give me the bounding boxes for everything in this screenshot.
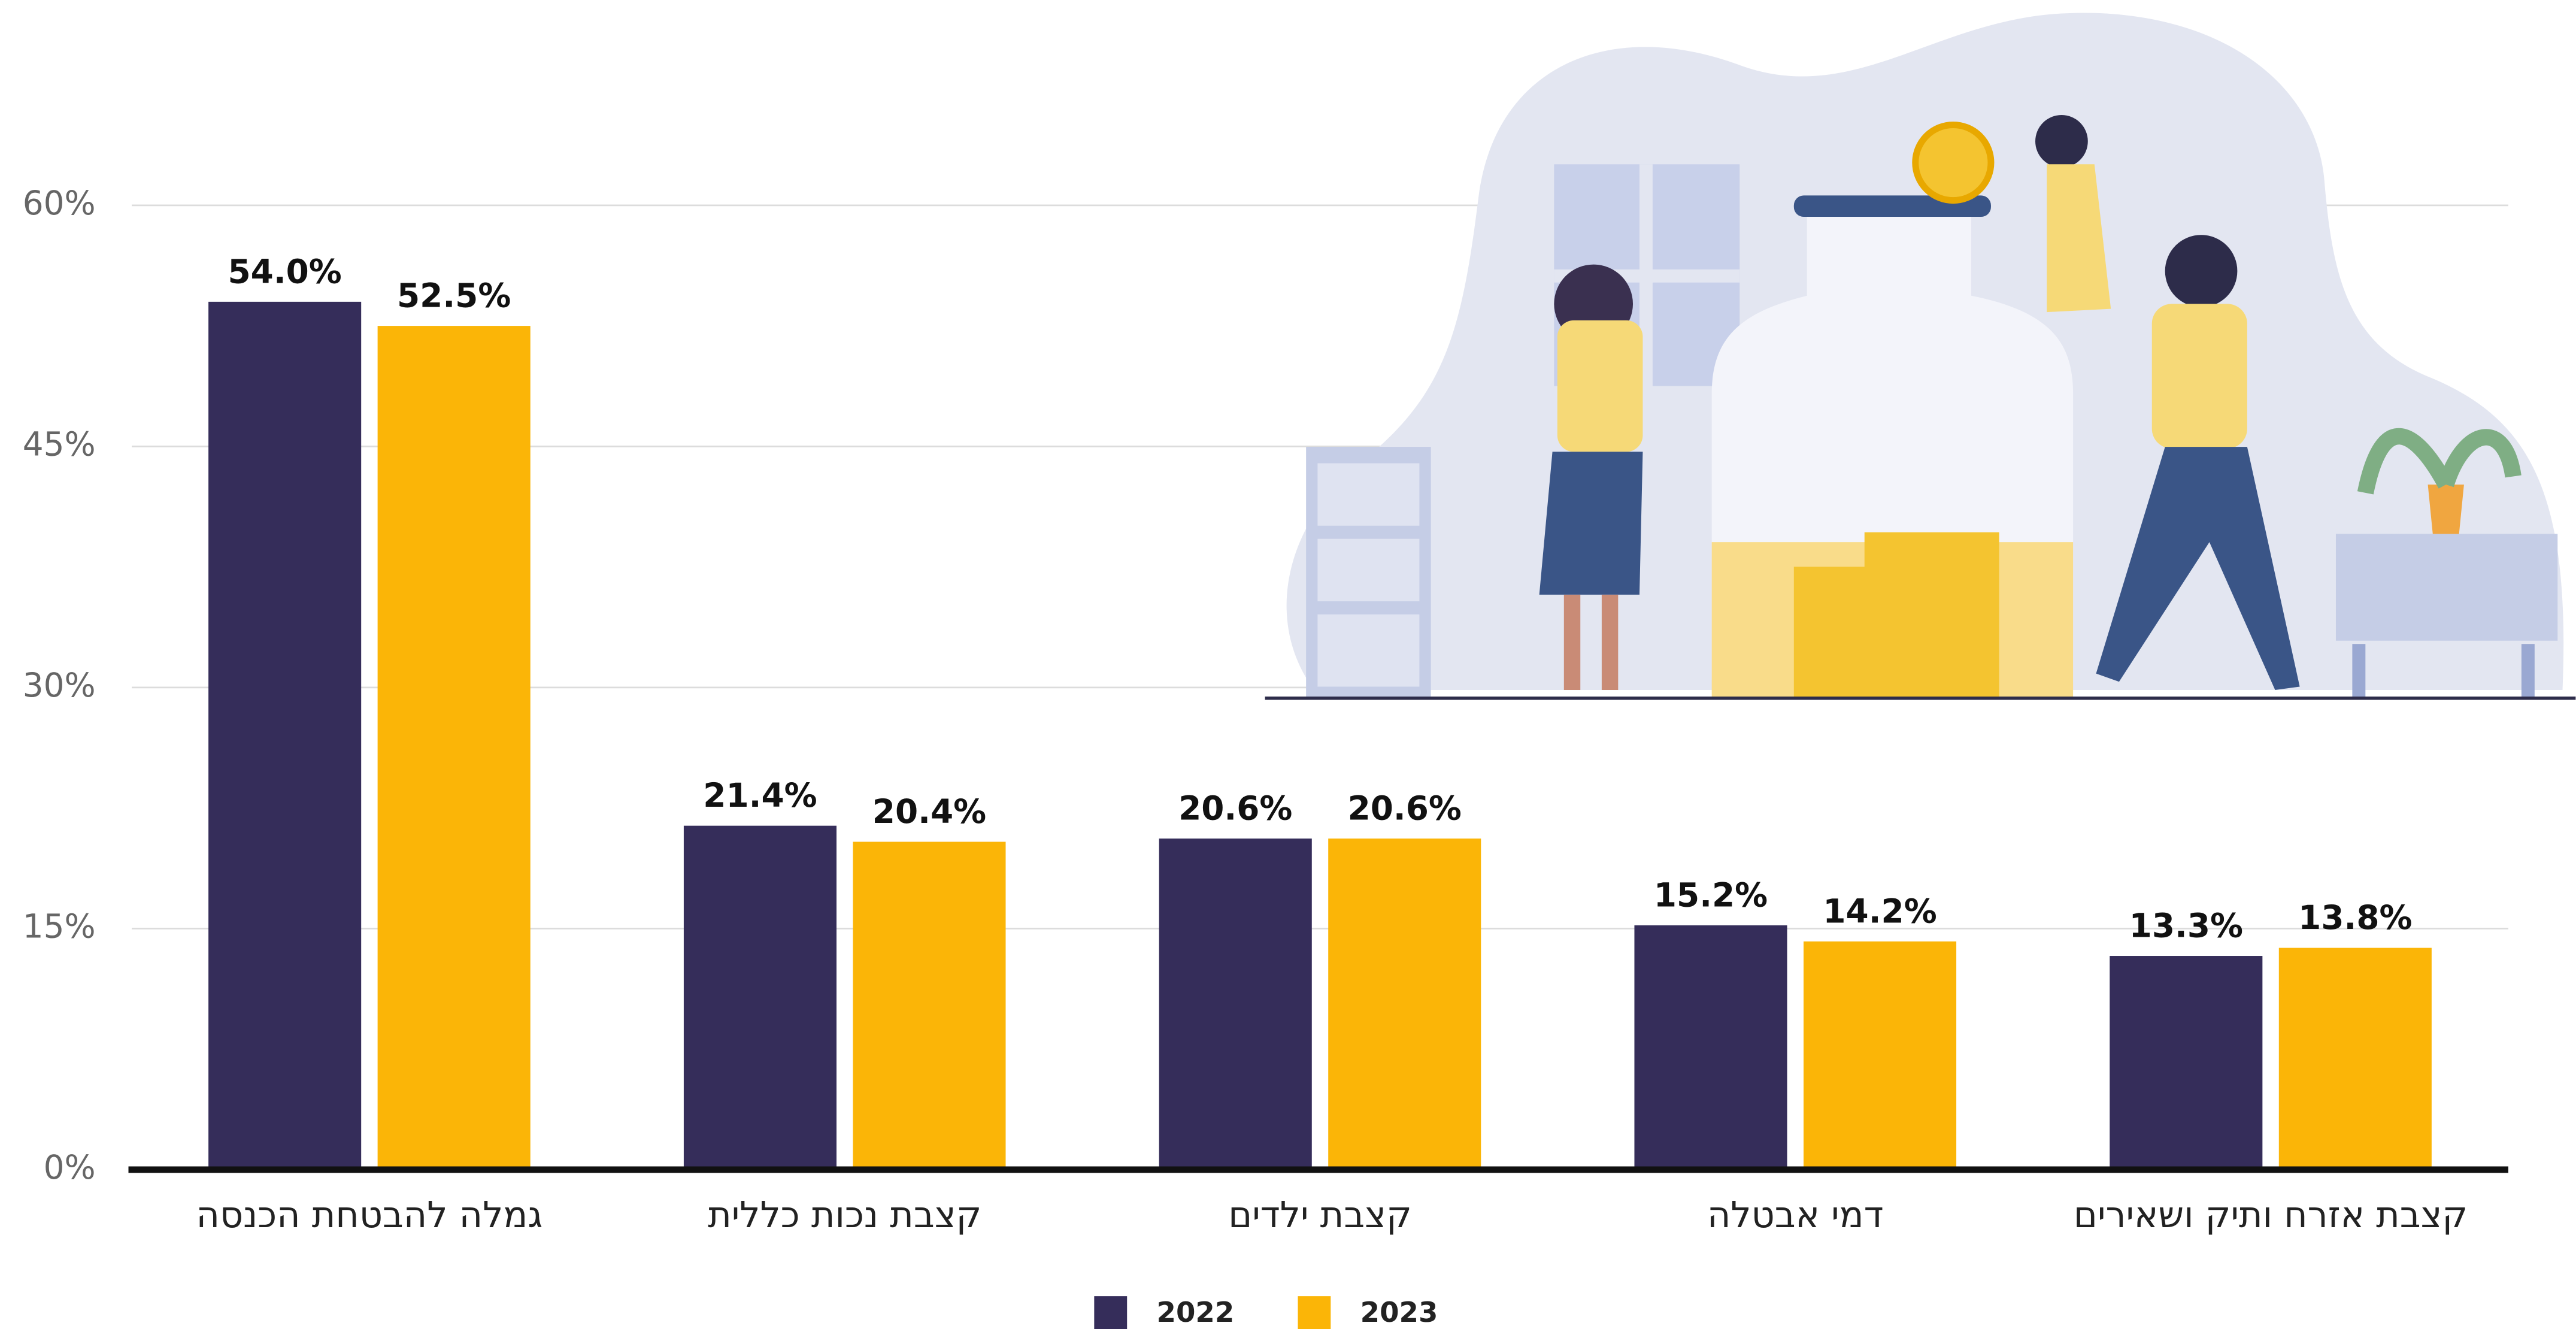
illustration [1265, 13, 2576, 700]
man-head [2165, 235, 2238, 307]
bar [853, 841, 1006, 1170]
y-tick-label: 15% [23, 907, 96, 946]
y-tick-label: 0% [44, 1148, 96, 1186]
bar [1803, 941, 1957, 1170]
coin-stack [1864, 532, 1999, 698]
bar [683, 825, 837, 1170]
y-tick-label: 45% [23, 425, 96, 464]
shelf [1317, 463, 1420, 526]
cabinet-leg [2521, 644, 2535, 697]
data-label: 13.3% [2129, 907, 2243, 945]
data-label: 54.0% [228, 252, 342, 290]
man-shirt [2151, 304, 2247, 449]
girl-head [2035, 115, 2088, 168]
plot: 0% 15% 30% 45% 60% גמלה להבטחת הכנסה 54.0% 52.5… [23, 184, 2508, 1329]
x-tick-label: גמלה להבטחת הכנסה [196, 1194, 543, 1236]
data-label: 52.5% [397, 277, 511, 315]
bar [208, 301, 362, 1170]
coin [1912, 121, 1995, 204]
data-label: 20.4% [872, 792, 986, 831]
cabinet-leg [2352, 644, 2366, 697]
legend-swatch [1298, 1296, 1331, 1329]
data-label: 21.4% [703, 776, 817, 815]
x-tick-label: קצבת אזרח ותיק ושאירים [2074, 1194, 2468, 1236]
data-label: 15.2% [1654, 876, 1768, 915]
y-tick-label: 60% [23, 184, 96, 222]
data-label: 20.6% [1348, 789, 1462, 828]
legend-label: 2022 [1157, 1296, 1235, 1328]
bar [1634, 925, 1787, 1170]
data-label: 13.8% [2298, 898, 2412, 937]
data-label: 20.6% [1178, 789, 1292, 828]
x-tick-label: קצבת נכות כללית [708, 1194, 981, 1236]
cabinet [2335, 534, 2558, 641]
y-tick-label: 30% [23, 666, 96, 704]
x-tick-label: דמי אבטלה [1707, 1194, 1884, 1236]
bar [1159, 838, 1312, 1170]
data-label: 14.2% [1823, 892, 1936, 930]
woman-shirt [1557, 320, 1643, 452]
woman-skirt [1539, 452, 1643, 595]
girl-dress [2047, 164, 2111, 313]
plant [2357, 428, 2522, 495]
bar [2278, 947, 2432, 1170]
woman-leg [1601, 594, 1619, 691]
bar [2110, 956, 2263, 1170]
man-trousers [2096, 447, 2300, 691]
plant-pot [2427, 485, 2464, 534]
shelf [1317, 538, 1420, 601]
woman-leg [1563, 594, 1581, 691]
shelf [1317, 614, 1420, 687]
bar [1328, 838, 1481, 1170]
legend-label: 2023 [1360, 1296, 1438, 1328]
legend-swatch [1094, 1296, 1128, 1329]
bar [377, 326, 531, 1170]
x-tick-label: קצבת ילדים [1228, 1194, 1412, 1236]
